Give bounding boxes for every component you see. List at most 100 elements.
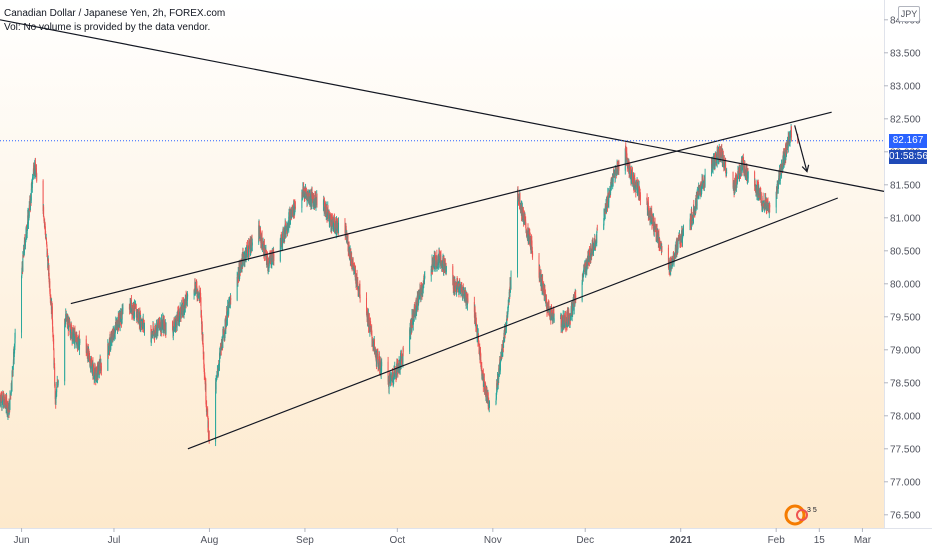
- candle-body: [562, 315, 564, 329]
- candle-body: [528, 235, 529, 243]
- candle-body: [151, 331, 153, 334]
- drawings-layer[interactable]: [0, 19, 885, 450]
- candle-body: [473, 302, 475, 312]
- candle-body: [539, 267, 541, 278]
- time-tick-label: Jul: [108, 535, 121, 546]
- candle-body: [187, 294, 189, 297]
- candle-body: [1, 397, 3, 406]
- candle-body: [420, 290, 422, 297]
- candle-body: [268, 262, 269, 269]
- trendline[interactable]: [70, 111, 832, 305]
- candle-body: [635, 189, 637, 193]
- candle-body: [733, 183, 735, 189]
- candle-body: [200, 301, 202, 313]
- candle-body: [197, 293, 199, 298]
- candle-body: [22, 256, 24, 258]
- candle-body: [550, 311, 552, 319]
- candle-body: [504, 328, 506, 334]
- candle-body: [745, 172, 747, 174]
- candle-body: [85, 339, 87, 353]
- candle-body: [108, 351, 110, 355]
- candle-body: [308, 196, 310, 202]
- candle-body: [765, 198, 767, 206]
- price-tick-label: 80.000: [890, 279, 921, 290]
- candle-body: [215, 380, 217, 390]
- candle-body: [54, 383, 56, 400]
- candle-body: [97, 371, 99, 375]
- candle-body: [79, 339, 81, 344]
- candle-body: [173, 325, 175, 332]
- candle-body: [48, 267, 50, 278]
- candle-body: [28, 205, 30, 217]
- candle-body: [498, 368, 500, 380]
- candle-body: [654, 223, 656, 227]
- candle-body: [682, 234, 683, 244]
- candle-body: [562, 315, 564, 320]
- candle-body: [260, 237, 262, 242]
- candle-body: [71, 335, 73, 340]
- candle-body: [86, 347, 88, 352]
- candle-body: [778, 184, 779, 187]
- candle-body: [417, 293, 419, 303]
- candle-body: [259, 229, 261, 237]
- trendline[interactable]: [187, 197, 839, 450]
- price-axis-background: [884, 0, 932, 528]
- candle-body: [440, 254, 442, 264]
- candle-body: [52, 320, 54, 330]
- candle-body: [23, 240, 25, 254]
- candle-body: [120, 313, 122, 324]
- candle-body: [176, 321, 178, 328]
- tradingview-logo[interactable]: 3 5: [783, 503, 831, 527]
- candle-body: [540, 271, 542, 286]
- candle-body: [436, 266, 438, 268]
- candle-body: [220, 348, 222, 353]
- candle-body: [228, 300, 230, 314]
- candle-body: [90, 361, 92, 370]
- time-tick-label: Jun: [13, 535, 29, 546]
- candle-body: [595, 241, 597, 246]
- time-tick-label: Mar: [854, 535, 872, 546]
- time-axis[interactable]: Jun Jul Aug Sep Oct Nov Dec 2021 Feb 15 Mar: [13, 528, 872, 546]
- price-tick-label: 79.000: [890, 345, 921, 356]
- candle-body: [787, 140, 789, 148]
- candle-body: [50, 301, 52, 303]
- candles-layer: [0, 124, 799, 447]
- candle-body: [294, 206, 296, 208]
- candle-body: [2, 397, 4, 404]
- candle-body: [435, 256, 437, 267]
- candle-body: [226, 311, 228, 324]
- currency-button[interactable]: JPY: [898, 6, 920, 22]
- candle-body: [424, 277, 425, 282]
- candle-body: [222, 347, 223, 349]
- candle-body: [3, 395, 5, 401]
- candle-body: [388, 377, 390, 387]
- candle-body: [742, 159, 744, 167]
- candle-body: [683, 228, 684, 235]
- candle-body: [457, 286, 459, 289]
- candle-body: [95, 375, 96, 377]
- candle-body: [70, 324, 72, 328]
- candle-body: [330, 219, 332, 226]
- candle-body: [739, 175, 741, 178]
- candle-body: [238, 265, 240, 279]
- candle-body: [760, 193, 762, 203]
- trendline[interactable]: [0, 19, 885, 192]
- candle-body: [374, 341, 375, 350]
- candle-body: [268, 261, 270, 267]
- candle-body: [389, 374, 391, 384]
- candle-body: [496, 383, 498, 389]
- projection-arrow[interactable]: [794, 125, 808, 172]
- candle-body: [201, 324, 203, 340]
- candle-body: [397, 364, 399, 369]
- candle-body: [436, 255, 438, 268]
- candle-body: [617, 170, 619, 173]
- candle-body: [525, 219, 527, 226]
- candle-body: [35, 171, 37, 176]
- candle-body: [667, 247, 669, 265]
- candle-body: [280, 238, 282, 247]
- candle-body: [424, 276, 426, 278]
- candle-body: [453, 278, 455, 291]
- time-tick-label: Oct: [390, 535, 406, 546]
- candle-body: [756, 184, 758, 195]
